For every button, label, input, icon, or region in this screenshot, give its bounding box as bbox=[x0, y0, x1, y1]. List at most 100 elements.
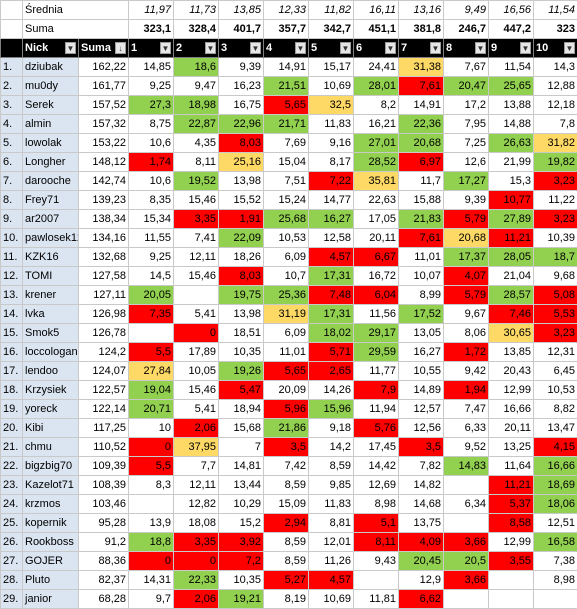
score-cell[interactable]: 7,38 bbox=[534, 552, 577, 571]
score-cell[interactable]: 12,99 bbox=[489, 533, 534, 552]
rank-cell[interactable]: 7. bbox=[1, 172, 23, 191]
score-cell[interactable]: 11,01 bbox=[399, 248, 444, 267]
score-cell[interactable]: 9,42 bbox=[444, 362, 489, 381]
score-cell[interactable]: 7,41 bbox=[174, 229, 219, 248]
score-cell[interactable] bbox=[354, 571, 399, 590]
score-cell[interactable]: 7,46 bbox=[489, 305, 534, 324]
score-cell[interactable]: 17,45 bbox=[354, 438, 399, 457]
dropdown-arrow-icon[interactable]: ▼ bbox=[250, 42, 261, 54]
score-cell[interactable]: 22,96 bbox=[219, 115, 264, 134]
sum-cell[interactable]: 323,1 bbox=[129, 20, 174, 39]
suma-header[interactable]: Suma↓ bbox=[79, 39, 129, 58]
score-cell[interactable]: 17,89 bbox=[174, 343, 219, 362]
suma-cell[interactable]: 138,34 bbox=[79, 210, 129, 229]
score-cell[interactable]: 17,2 bbox=[444, 96, 489, 115]
score-cell[interactable]: 27,3 bbox=[129, 96, 174, 115]
dropdown-arrow-icon[interactable]: ▼ bbox=[65, 42, 76, 54]
score-cell[interactable]: 12,11 bbox=[174, 248, 219, 267]
score-cell[interactable]: 5,47 bbox=[219, 381, 264, 400]
score-cell[interactable]: 11,7 bbox=[399, 172, 444, 191]
score-cell[interactable]: 14,3 bbox=[534, 58, 577, 77]
score-cell[interactable] bbox=[489, 590, 534, 609]
round-header[interactable]: 9▼ bbox=[489, 39, 534, 58]
score-cell[interactable]: 2,65 bbox=[309, 362, 354, 381]
score-cell[interactable]: 6,67 bbox=[354, 248, 399, 267]
blank-cell[interactable] bbox=[1, 1, 23, 20]
score-cell[interactable]: 16,23 bbox=[219, 77, 264, 96]
suma-cell[interactable]: 126,98 bbox=[79, 305, 129, 324]
sum-cell[interactable]: 323 bbox=[534, 20, 577, 39]
nick-cell[interactable]: darooche bbox=[23, 172, 79, 191]
score-cell[interactable]: 35,81 bbox=[354, 172, 399, 191]
round-header[interactable]: 6▼ bbox=[354, 39, 399, 58]
score-cell[interactable]: 7,69 bbox=[264, 134, 309, 153]
score-cell[interactable]: 12,6 bbox=[444, 153, 489, 172]
rank-cell[interactable]: 6. bbox=[1, 153, 23, 172]
score-cell[interactable]: 15,24 bbox=[264, 191, 309, 210]
round-header[interactable]: 4▼ bbox=[264, 39, 309, 58]
score-cell[interactable]: 12,51 bbox=[534, 514, 577, 533]
score-cell[interactable]: 19,82 bbox=[534, 153, 577, 172]
score-cell[interactable]: 7,25 bbox=[444, 134, 489, 153]
sum-cell[interactable]: 447,2 bbox=[489, 20, 534, 39]
sort-descending-icon[interactable]: ↓ bbox=[115, 42, 126, 54]
score-cell[interactable]: 8,11 bbox=[174, 153, 219, 172]
score-cell[interactable]: 7,48 bbox=[309, 286, 354, 305]
rank-cell[interactable]: 27. bbox=[1, 552, 23, 571]
rank-header[interactable] bbox=[1, 39, 23, 58]
score-cell[interactable]: 9,39 bbox=[219, 58, 264, 77]
nick-cell[interactable]: janior bbox=[23, 590, 79, 609]
rank-cell[interactable]: 15. bbox=[1, 324, 23, 343]
score-cell[interactable]: 10,69 bbox=[309, 590, 354, 609]
score-cell[interactable]: 8,19 bbox=[264, 590, 309, 609]
score-cell[interactable]: 0 bbox=[174, 324, 219, 343]
score-cell[interactable]: 15,68 bbox=[219, 419, 264, 438]
suma-cell[interactable]: 127,58 bbox=[79, 267, 129, 286]
nick-cell[interactable]: GOJER bbox=[23, 552, 79, 571]
score-cell[interactable]: 8,75 bbox=[129, 115, 174, 134]
score-cell[interactable]: 15,17 bbox=[309, 58, 354, 77]
score-cell[interactable] bbox=[129, 324, 174, 343]
score-cell[interactable]: 27,01 bbox=[354, 134, 399, 153]
score-cell[interactable]: 20,71 bbox=[129, 400, 174, 419]
sum-cell[interactable]: 246,7 bbox=[444, 20, 489, 39]
score-cell[interactable]: 14,81 bbox=[219, 457, 264, 476]
nick-cell[interactable]: loccologan bbox=[23, 343, 79, 362]
dropdown-arrow-icon[interactable]: ▼ bbox=[340, 42, 351, 54]
score-cell[interactable]: 8,59 bbox=[264, 533, 309, 552]
score-cell[interactable]: 12,9 bbox=[399, 571, 444, 590]
score-cell[interactable]: 9,43 bbox=[354, 552, 399, 571]
suma-cell[interactable]: 122,14 bbox=[79, 400, 129, 419]
score-cell[interactable]: 5,79 bbox=[444, 286, 489, 305]
score-cell[interactable]: 4,09 bbox=[399, 533, 444, 552]
score-cell[interactable]: 18,94 bbox=[219, 400, 264, 419]
round-header[interactable]: 1▼ bbox=[129, 39, 174, 58]
blank-cell[interactable] bbox=[1, 20, 23, 39]
nick-cell[interactable]: Kibi bbox=[23, 419, 79, 438]
sum-cell[interactable]: 342,7 bbox=[309, 20, 354, 39]
sum-cell[interactable]: 328,4 bbox=[174, 20, 219, 39]
suma-cell[interactable]: 110,52 bbox=[79, 438, 129, 457]
score-cell[interactable]: 9,16 bbox=[309, 134, 354, 153]
score-cell[interactable]: 30,65 bbox=[489, 324, 534, 343]
score-cell[interactable]: 9,85 bbox=[309, 476, 354, 495]
score-cell[interactable]: 22,33 bbox=[174, 571, 219, 590]
score-cell[interactable]: 5,1 bbox=[354, 514, 399, 533]
score-cell[interactable]: 4,57 bbox=[309, 248, 354, 267]
score-cell[interactable]: 7,51 bbox=[264, 172, 309, 191]
score-cell[interactable]: 18,02 bbox=[309, 324, 354, 343]
score-cell[interactable]: 5,08 bbox=[534, 286, 577, 305]
score-cell[interactable]: 11,81 bbox=[354, 590, 399, 609]
rank-cell[interactable]: 23. bbox=[1, 476, 23, 495]
nick-cell[interactable]: Rookboss bbox=[23, 533, 79, 552]
score-cell[interactable]: 15,34 bbox=[129, 210, 174, 229]
score-cell[interactable]: 2,94 bbox=[264, 514, 309, 533]
suma-cell[interactable]: 124,07 bbox=[79, 362, 129, 381]
score-cell[interactable]: 5,41 bbox=[174, 305, 219, 324]
rank-cell[interactable]: 28. bbox=[1, 571, 23, 590]
nick-cell[interactable]: dziubak bbox=[23, 58, 79, 77]
suma-cell[interactable]: 95,28 bbox=[79, 514, 129, 533]
score-cell[interactable]: 5,53 bbox=[534, 305, 577, 324]
score-cell[interactable]: 16,58 bbox=[534, 533, 577, 552]
score-cell[interactable]: 8,03 bbox=[219, 134, 264, 153]
